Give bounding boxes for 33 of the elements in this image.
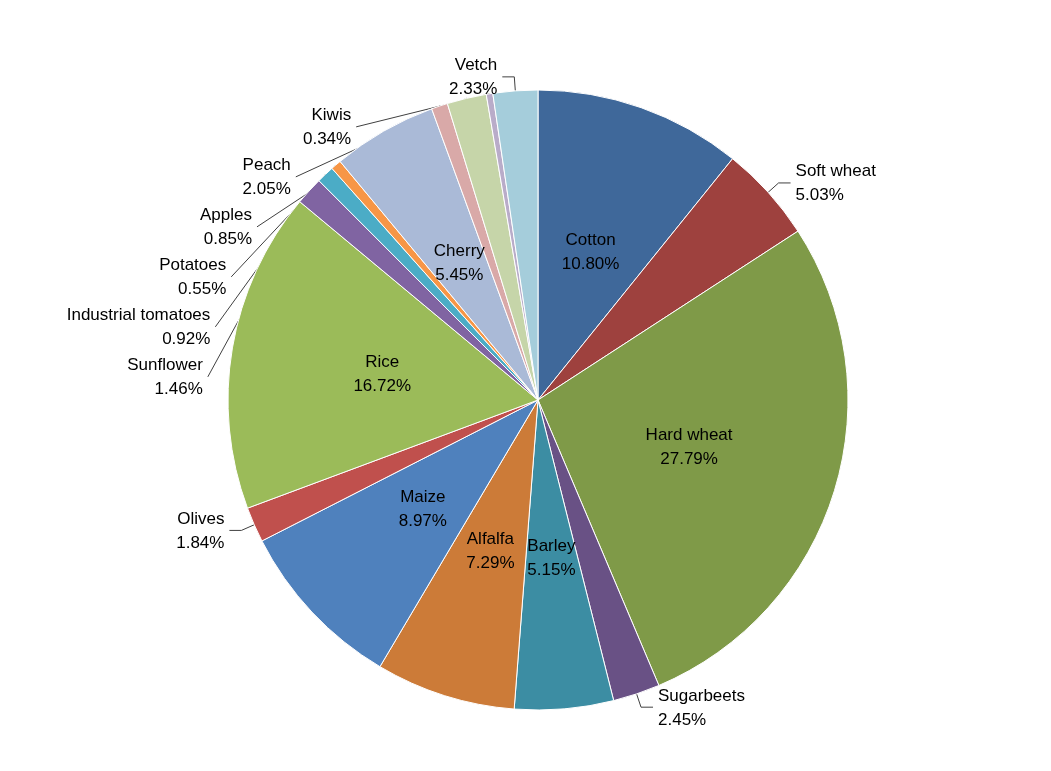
data-label: 0.34% [302, 129, 352, 149]
slice-label: Peach [242, 155, 291, 175]
slice-label: Apples [200, 205, 252, 225]
slice-label: Industrial tomatoes [66, 305, 211, 325]
data-label: 16.72% [353, 375, 412, 395]
data-label: 2.05% [242, 179, 291, 199]
slice-label: Maize [400, 486, 446, 506]
data-label: 1.46% [154, 379, 203, 399]
data-label: 2.33% [449, 79, 498, 99]
data-label: 0.92% [162, 329, 211, 349]
data-label: 8.97% [398, 510, 447, 530]
slice-label: Cherry [433, 241, 486, 261]
data-label: 10.80% [561, 253, 620, 273]
data-label: 0.85% [203, 229, 252, 249]
data-label: 5.15% [527, 559, 576, 579]
slice-label: Rice [365, 351, 400, 371]
slice-label: Sugarbeets [658, 685, 745, 705]
data-label: 5.03% [795, 185, 844, 205]
slice-label: Kiwis [311, 105, 352, 125]
data-label: 27.79% [660, 448, 718, 468]
data-label: 2.45% [658, 709, 707, 729]
slice-label: Alfalfa [466, 529, 515, 549]
slice-label: Olives [177, 508, 225, 528]
slice-label: Vetch [454, 55, 498, 75]
data-label: 1.84% [176, 532, 225, 552]
data-label: 7.29% [466, 553, 515, 573]
slice-label: Potatoes [159, 255, 227, 275]
slice-label: Hard wheat [645, 424, 733, 444]
slice-label: Sunflower [127, 355, 204, 375]
slice-label: Soft wheat [795, 161, 877, 181]
slice-label: Cotton [565, 229, 616, 249]
data-label: 5.45% [435, 265, 484, 285]
data-label: 0.55% [178, 279, 227, 299]
